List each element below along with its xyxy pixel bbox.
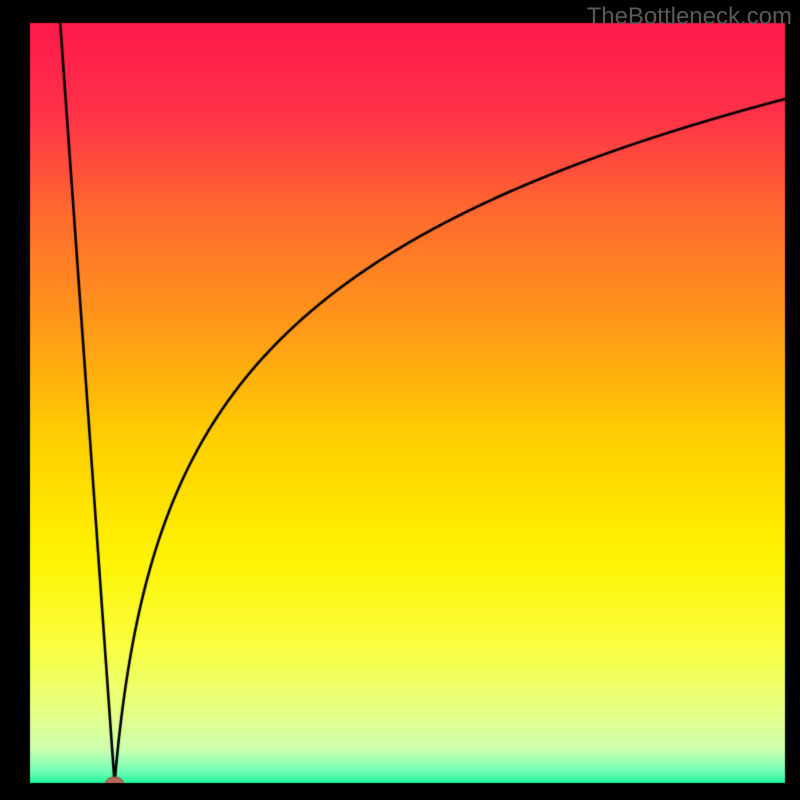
- chart-container: TheBottleneck.com: [0, 0, 800, 800]
- watermark-label: TheBottleneck.com: [587, 3, 792, 31]
- bottleneck-curve-chart: [0, 0, 800, 800]
